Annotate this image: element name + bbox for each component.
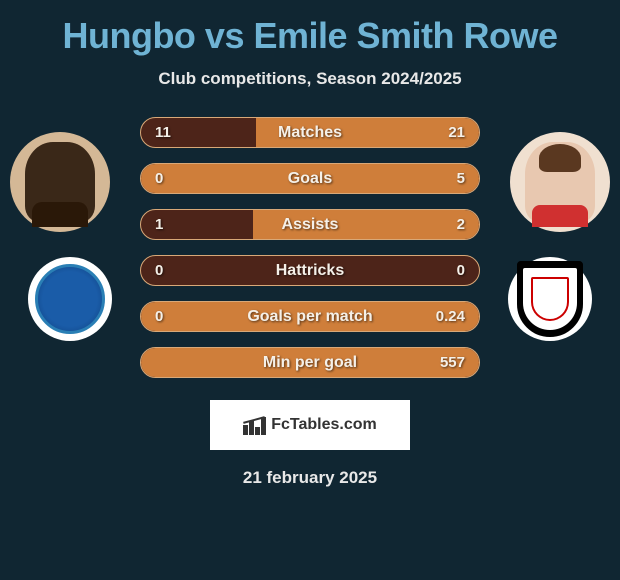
person-silhouette-icon [525,142,595,222]
stat-bar: 1 Assists 2 [140,209,480,240]
player-left-avatar [10,132,110,232]
stat-label: Assists [282,216,339,234]
person-silhouette-icon [25,142,95,222]
stat-value-left: 0 [155,170,163,187]
stat-value-left: 0 [155,308,163,325]
wigan-badge-icon [35,264,105,334]
stat-bar: 0 Goals 5 [140,163,480,194]
stat-value-right: 557 [440,354,465,371]
date-label: 21 february 2025 [243,468,377,488]
comparison-card: Hungbo vs Emile Smith Rowe Club competit… [0,0,620,503]
stat-value-left: 0 [155,262,163,279]
stat-value-right: 2 [457,216,465,233]
stat-value-right: 0 [457,262,465,279]
watermark-text: FcTables.com [271,416,377,434]
page-subtitle: Club competitions, Season 2024/2025 [158,69,461,89]
stat-bar: 11 Matches 21 [140,117,480,148]
stat-label: Goals [288,170,332,188]
club-left-badge [28,257,112,341]
stat-bar: Min per goal 557 [140,347,480,378]
stat-label: Goals per match [247,308,372,326]
watermark: FcTables.com [210,400,410,450]
stat-label: Hattricks [276,262,344,280]
stats-bars: 11 Matches 21 0 Goals 5 1 Assists 2 0 Hattricks 0 0 G… [140,117,480,378]
stat-value-left: 1 [155,216,163,233]
club-right-badge [508,257,592,341]
fulham-badge-icon [517,261,583,337]
stat-label: Min per goal [263,354,357,372]
stat-value-left: 11 [155,124,171,141]
stat-value-right: 21 [448,124,465,141]
stat-bar: 0 Hattricks 0 [140,255,480,286]
player-right-avatar [510,132,610,232]
stat-value-right: 0.24 [436,308,465,325]
stat-bar: 0 Goals per match 0.24 [140,301,480,332]
page-title: Hungbo vs Emile Smith Rowe [62,15,557,57]
stat-label: Matches [278,124,342,142]
chart-logo-icon [243,415,265,435]
comparison-area: 11 Matches 21 0 Goals 5 1 Assists 2 0 Hattricks 0 0 G… [0,117,620,378]
stat-value-right: 5 [457,170,465,187]
